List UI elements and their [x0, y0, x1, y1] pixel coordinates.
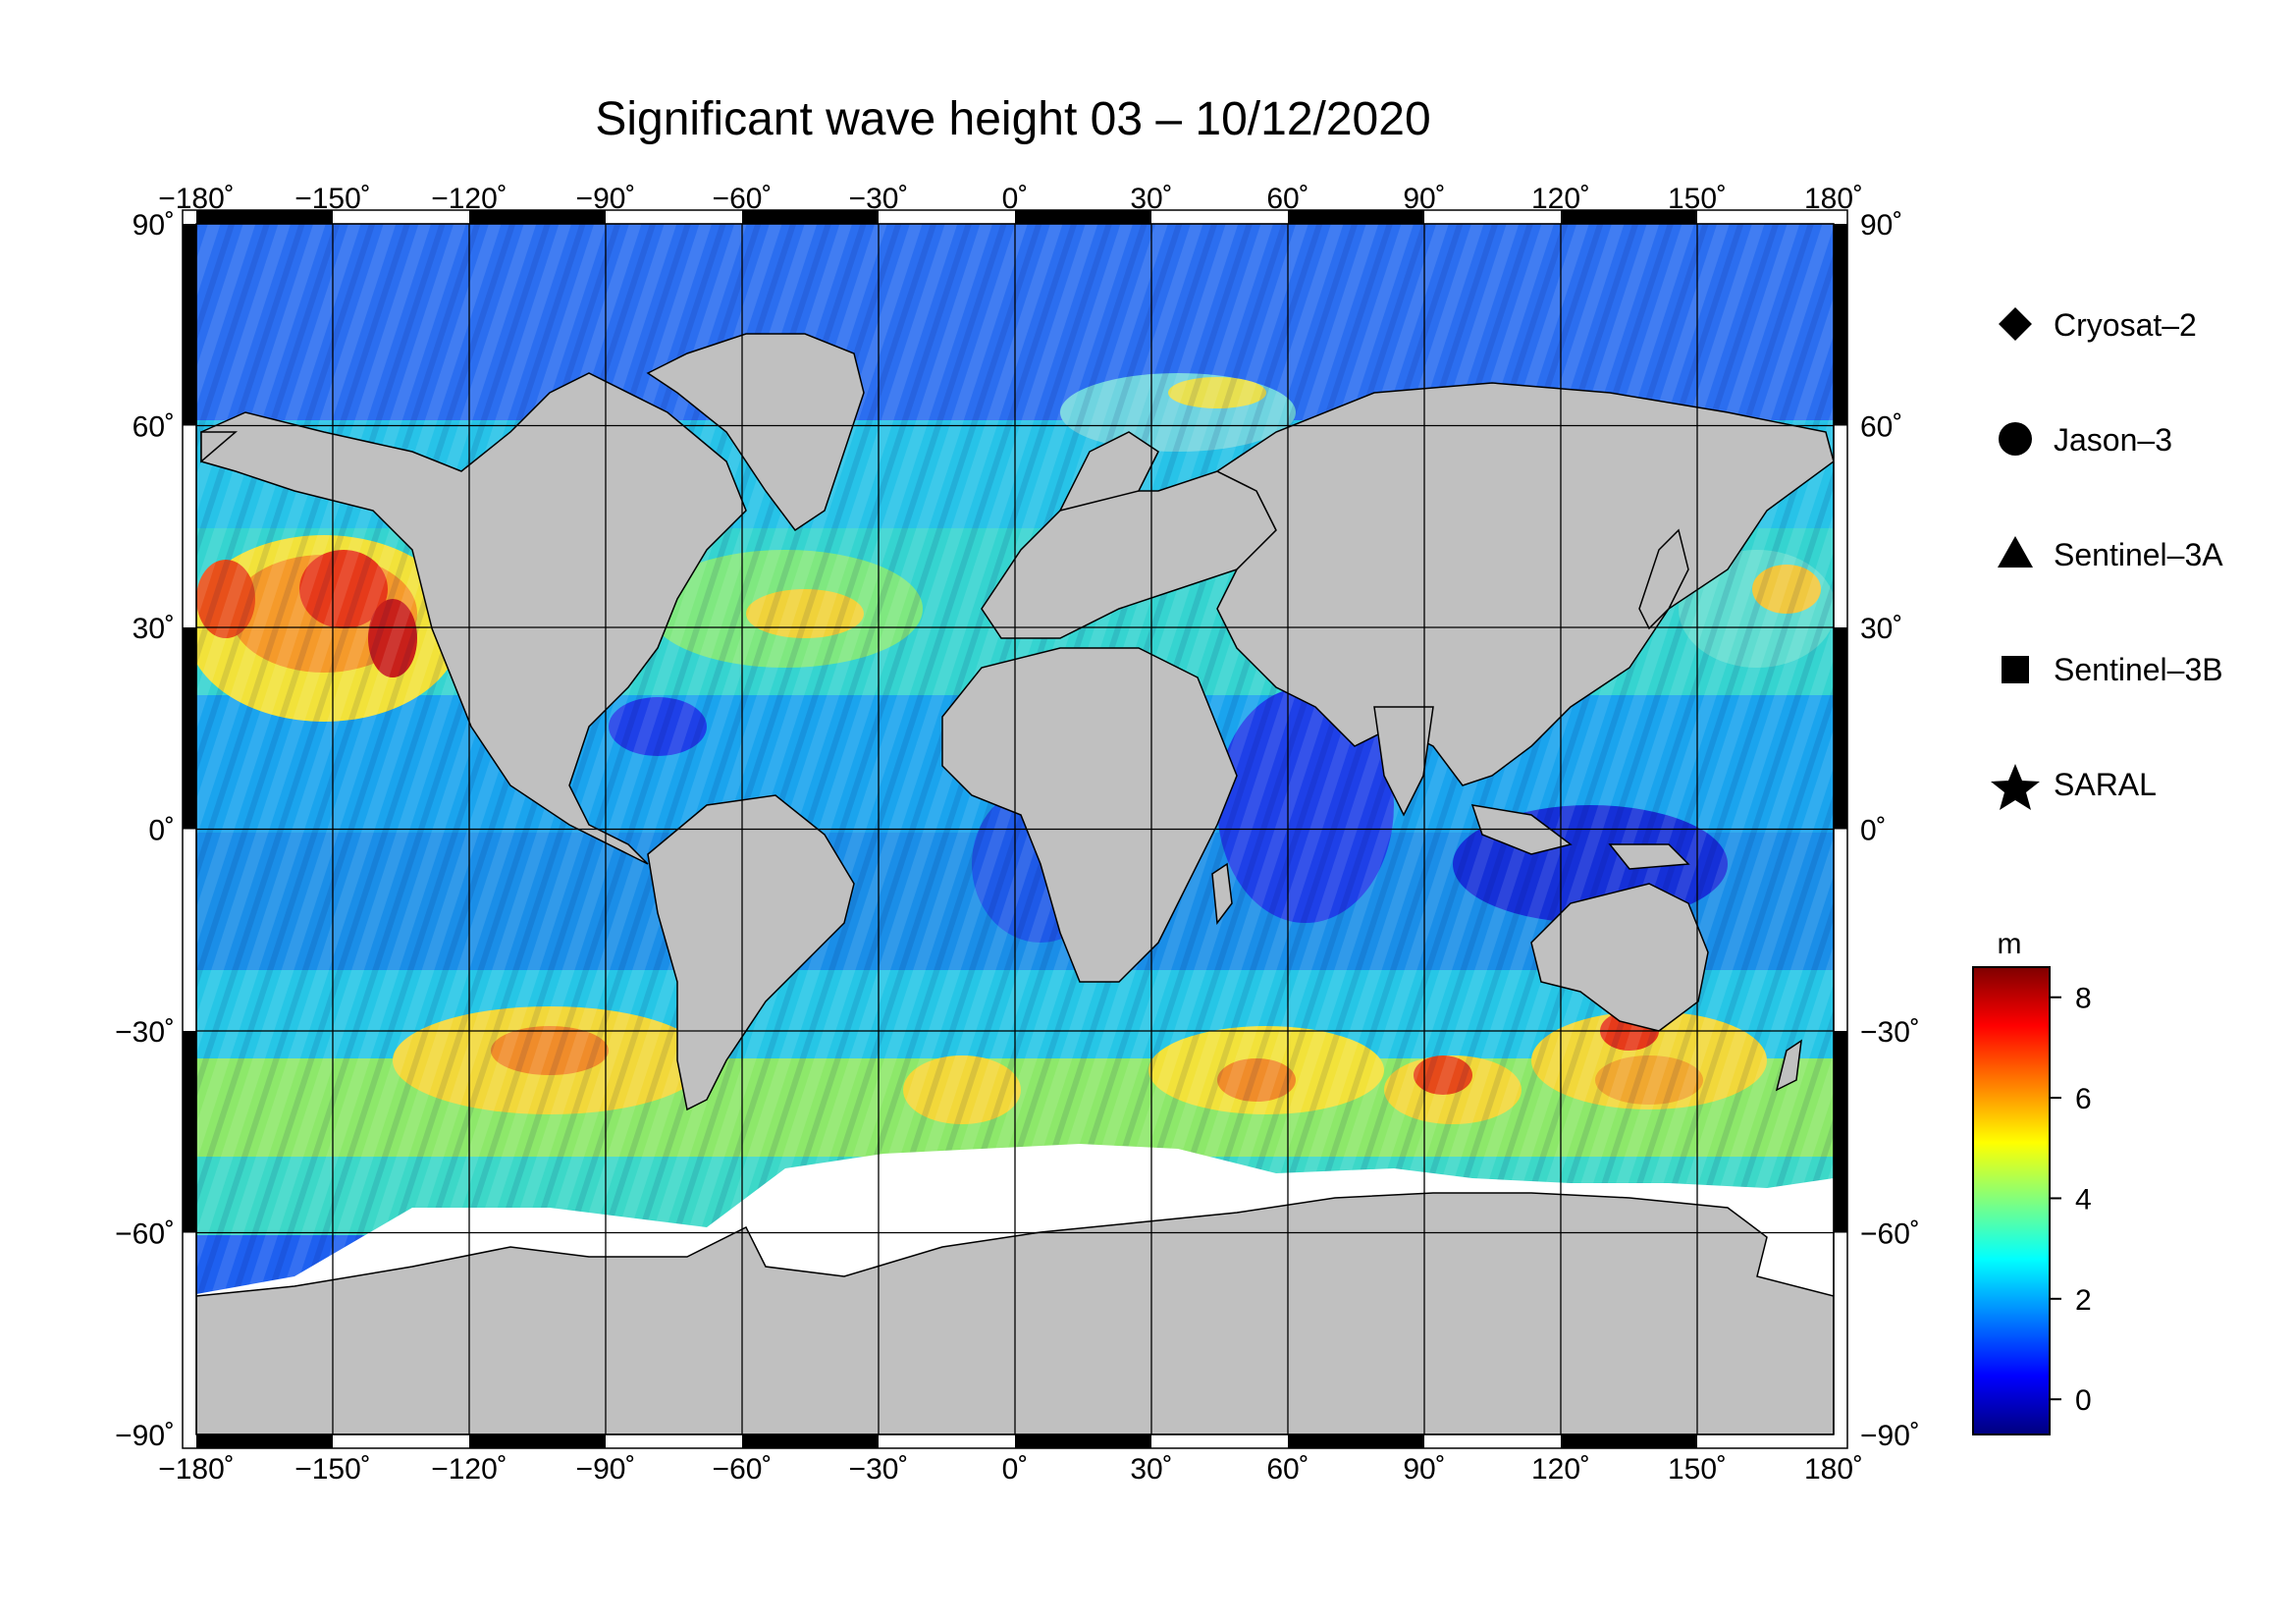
lon-tick-label: 120˚ — [1531, 1453, 1590, 1486]
lon-tick-label: 90˚ — [1403, 183, 1445, 215]
colorbar-tick-label: 6 — [2075, 1083, 2092, 1115]
lon-tick-label: −120˚ — [431, 1453, 507, 1486]
frame-bar-bottom — [1015, 1434, 1151, 1448]
lon-tick-label: 180˚ — [1804, 183, 1863, 215]
lon-tick-label: −90˚ — [576, 183, 636, 215]
satellite-legend: Cryosat–2 Jason–3 Sentinel–3A Sentinel–3… — [1991, 307, 2223, 810]
frame-bar-top — [196, 210, 333, 224]
lat-tick-label: −90˚ — [115, 1420, 175, 1452]
lat-tick-label: 90˚ — [1860, 209, 1902, 242]
colorbar-unit: m — [1998, 928, 2022, 960]
frame-bar-bottom — [1561, 1434, 1697, 1448]
lat-tick-labels-left: 90˚ 60˚ 30˚ 0˚ −30˚ −60˚ −90˚ — [115, 209, 175, 1452]
colorbar-tick-label: 4 — [2075, 1183, 2092, 1216]
frame-bar-bottom — [469, 1434, 606, 1448]
frame-bar-left — [183, 1031, 196, 1233]
lat-tick-label: −60˚ — [115, 1218, 175, 1251]
frame-bar-top — [1015, 210, 1151, 224]
lat-tick-label: 60˚ — [133, 411, 175, 444]
lon-tick-label: 0˚ — [1002, 1453, 1029, 1486]
frame-bar-bottom — [1288, 1434, 1424, 1448]
lon-tick-label: 150˚ — [1668, 1453, 1727, 1486]
lat-tick-label: 60˚ — [1860, 411, 1902, 444]
star-icon — [1991, 764, 2040, 810]
legend-label: Cryosat–2 — [2054, 307, 2197, 343]
lon-tick-label: −30˚ — [849, 183, 909, 215]
frame-bar-right — [1834, 224, 1847, 426]
diamond-icon — [1999, 307, 2032, 341]
frame-bar-bottom — [196, 1434, 333, 1448]
legend-item-cryosat: Cryosat–2 — [1999, 307, 2197, 343]
lon-tick-label: 120˚ — [1531, 183, 1590, 215]
lon-tick-label: −180˚ — [158, 183, 235, 215]
circle-icon — [1999, 422, 2032, 456]
lat-tick-label: −30˚ — [1860, 1016, 1920, 1049]
legend-label: Sentinel–3A — [2054, 537, 2223, 572]
lon-tick-label: −120˚ — [431, 183, 507, 215]
legend-item-jason: Jason–3 — [1999, 422, 2172, 458]
colorbar-tick-label: 8 — [2075, 983, 2092, 1015]
legend-label: SARAL — [2054, 767, 2157, 802]
lon-tick-label: 90˚ — [1403, 1453, 1445, 1486]
lat-tick-label: 90˚ — [133, 209, 175, 242]
lon-tick-label: −60˚ — [713, 1453, 773, 1486]
lon-tick-label: −90˚ — [576, 1453, 636, 1486]
frame-bar-bottom — [742, 1434, 879, 1448]
lat-tick-label: −30˚ — [115, 1016, 175, 1049]
legend-item-sentinel3a: Sentinel–3A — [1998, 536, 2223, 572]
colorbar-tick-label: 0 — [2075, 1384, 2092, 1417]
lon-tick-labels-bottom: −180˚ −150˚ −120˚ −90˚ −60˚ −30˚ 0˚ 30˚ 60˚ 90˚ 12… — [158, 1453, 1863, 1486]
lon-tick-label: −150˚ — [294, 183, 371, 215]
legend-label: Sentinel–3B — [2054, 652, 2223, 687]
lon-tick-label: 0˚ — [1002, 183, 1029, 215]
map-frame — [182, 209, 1848, 1449]
legend-label: Jason–3 — [2054, 422, 2172, 458]
colorbar-gradient — [1972, 966, 2051, 1435]
frame-bar-right — [1834, 1031, 1847, 1233]
lon-tick-labels-top: −180˚ −150˚ −120˚ −90˚ −60˚ −30˚ 0˚ 30˚ 60˚ 90˚ 12… — [158, 183, 1863, 215]
lon-tick-label: 60˚ — [1266, 183, 1308, 215]
lon-tick-label: −180˚ — [158, 1453, 235, 1486]
lat-tick-label: −90˚ — [1860, 1420, 1920, 1452]
lon-tick-label: 150˚ — [1668, 183, 1727, 215]
legend-item-saral: SARAL — [1991, 764, 2157, 810]
lon-tick-label: 30˚ — [1130, 183, 1172, 215]
legend-item-sentinel3b: Sentinel–3B — [2002, 652, 2223, 687]
lat-tick-label: −60˚ — [1860, 1218, 1920, 1251]
square-icon — [2002, 656, 2029, 683]
colorbar: m 0 2 4 6 8 — [1972, 928, 2092, 1435]
frame-bar-left — [183, 627, 196, 830]
figure-title: Significant wave height 03 – 10/12/2020 — [595, 93, 1430, 145]
lon-tick-label: 180˚ — [1804, 1453, 1863, 1486]
lon-tick-label: 60˚ — [1266, 1453, 1308, 1486]
frame-bar-top — [469, 210, 606, 224]
lon-tick-label: −60˚ — [713, 183, 773, 215]
colorbar-ticks: 0 2 4 6 8 — [2050, 983, 2092, 1417]
frame-bar-top — [742, 210, 879, 224]
lat-tick-label: 0˚ — [1860, 815, 1887, 847]
lon-tick-label: 30˚ — [1130, 1453, 1172, 1486]
lon-tick-label: −30˚ — [849, 1453, 909, 1486]
triangle-icon — [1998, 536, 2033, 568]
lat-tick-label: 0˚ — [148, 815, 175, 847]
frame-bar-top — [1288, 210, 1424, 224]
frame-bar-top — [1561, 210, 1697, 224]
frame-bar-right — [1834, 627, 1847, 830]
lat-tick-label: 30˚ — [1860, 613, 1902, 645]
lon-tick-label: −150˚ — [294, 1453, 371, 1486]
colorbar-tick-label: 2 — [2075, 1284, 2092, 1317]
frame-bar-left — [183, 224, 196, 426]
lat-tick-labels-right: 90˚ 60˚ 30˚ 0˚ −30˚ −60˚ −90˚ — [1860, 209, 1920, 1452]
lat-tick-label: 30˚ — [133, 613, 175, 645]
